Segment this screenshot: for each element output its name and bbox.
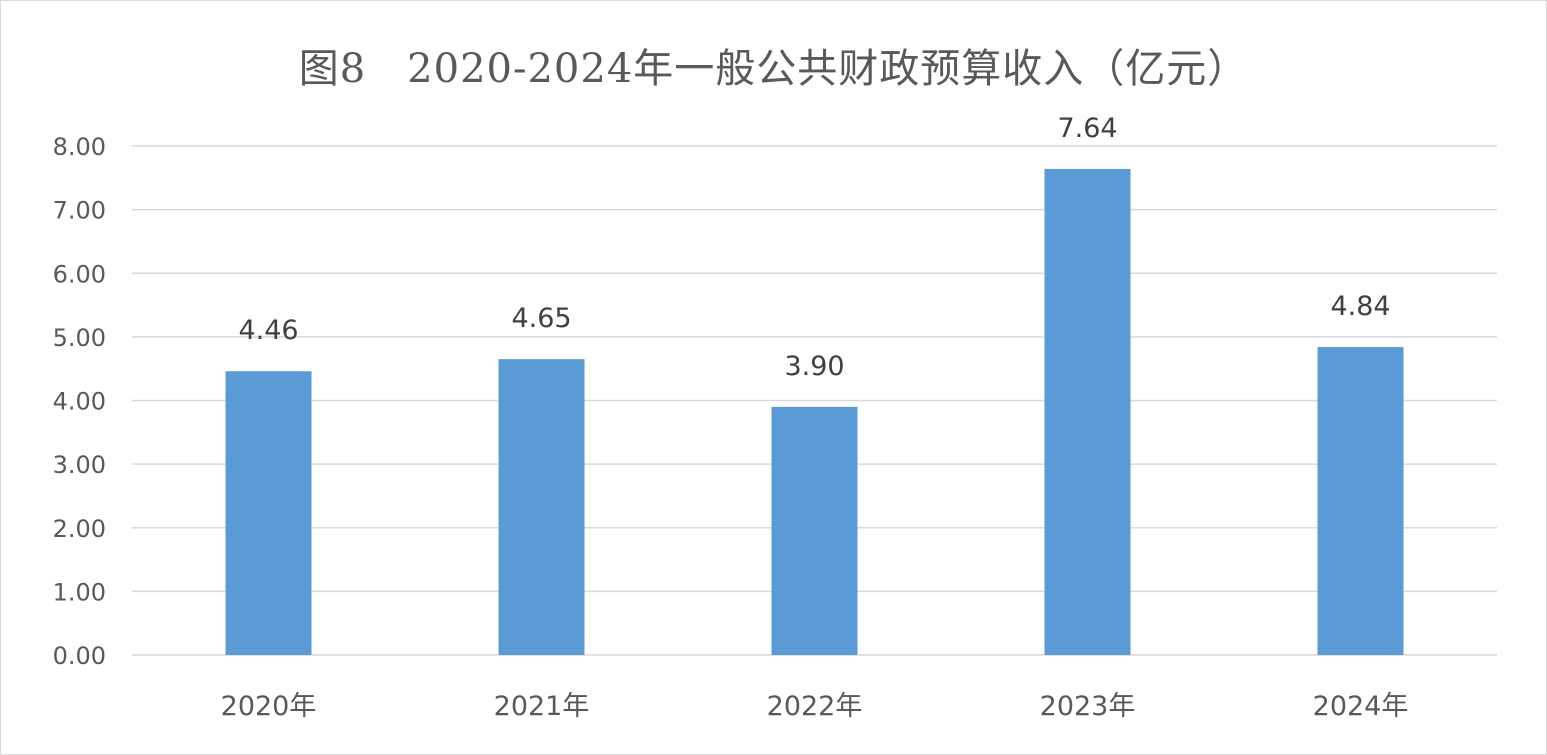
- x-category-label: 2022年: [767, 691, 863, 722]
- bar-2021年: [498, 359, 585, 655]
- y-tick-label: 5.00: [53, 324, 106, 352]
- y-tick-label: 7.00: [53, 197, 106, 225]
- chart-title: 图8 2020-2024年一般公共财政预算收入（亿元）: [298, 46, 1249, 92]
- bars: [225, 168, 1404, 655]
- data-label: 4.84: [1330, 291, 1390, 322]
- y-tick-label: 4.00: [53, 388, 106, 416]
- x-category-label: 2021年: [494, 691, 590, 722]
- y-tick-label: 0.00: [53, 642, 106, 670]
- y-tick-label: 6.00: [53, 260, 106, 288]
- bar-2022年: [771, 406, 858, 655]
- data-labels: 4.46 4.65 3.90 7.64 4.84: [238, 113, 1390, 382]
- y-axis-ticks: 0.00 1.00 2.00 3.00 4.00 5.00 6.00 7.00 8.00: [53, 133, 106, 670]
- y-tick-label: 3.00: [53, 451, 106, 479]
- x-category-label: 2020年: [221, 691, 317, 722]
- bar-2023年: [1044, 168, 1131, 655]
- data-label: 4.46: [238, 315, 298, 346]
- y-tick-label: 1.00: [53, 578, 106, 606]
- x-category-label: 2024年: [1313, 691, 1409, 722]
- bar-2024年: [1317, 347, 1404, 655]
- x-category-label: 2023年: [1040, 691, 1136, 722]
- x-axis-categories: 2020年 2021年 2022年 2023年 2024年: [221, 691, 1409, 722]
- y-tick-label: 2.00: [53, 515, 106, 543]
- data-label: 7.64: [1057, 113, 1117, 144]
- data-label: 3.90: [784, 351, 844, 382]
- y-tick-label: 8.00: [53, 133, 106, 161]
- bar-2020年: [225, 371, 312, 655]
- data-label: 4.65: [511, 303, 571, 334]
